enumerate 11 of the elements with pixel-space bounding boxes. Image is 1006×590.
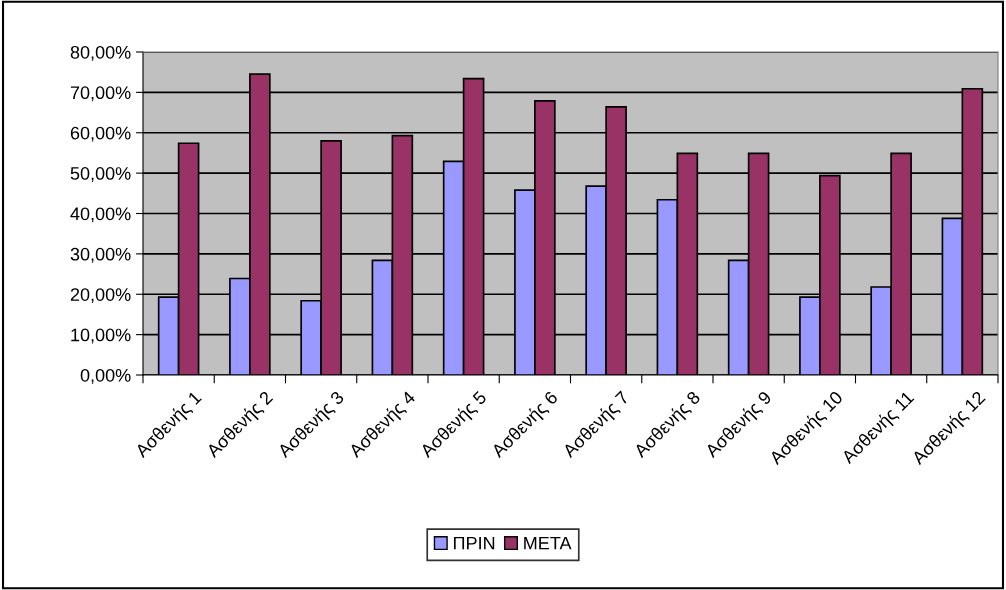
y-tick-label: 70,00% [70, 86, 131, 102]
legend-label: ΠΡΙΝ [453, 536, 495, 550]
y-tick-label: 0,00% [80, 368, 131, 384]
y-tick-label: 60,00% [70, 126, 131, 142]
y-tick-label: 50,00% [70, 167, 131, 182]
legend-label: ΜΕΤΑ [524, 536, 572, 550]
y-tick-label: 20,00% [70, 288, 131, 304]
y-tick-label: 80,00% [70, 45, 131, 61]
y-tick-label: 40,00% [70, 207, 131, 223]
y-tick-label: 30,00% [70, 247, 131, 263]
y-tick-label: 10,00% [71, 328, 131, 344]
